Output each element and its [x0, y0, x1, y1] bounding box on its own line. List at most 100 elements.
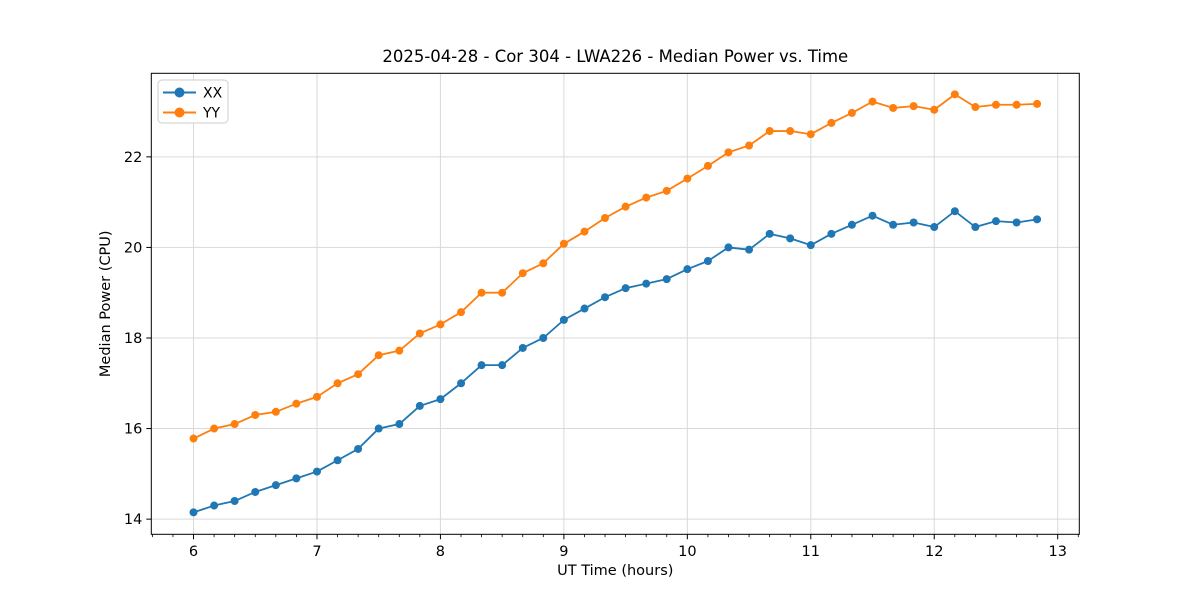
series-XX-marker [354, 444, 363, 453]
x-tick-label: 8 [436, 544, 445, 560]
series-XX-marker [621, 284, 630, 293]
x-tick-label: 10 [678, 544, 696, 560]
series-YY-marker [745, 141, 754, 150]
series-YY-marker [230, 420, 239, 429]
series-XX-marker [333, 456, 342, 465]
series-YY-marker [292, 399, 301, 408]
series-YY-marker [539, 259, 548, 268]
y-tick-label: 20 [124, 240, 142, 256]
axes: 6 7 8 9 10 11 12 13 14 16 18 20 22 [124, 72, 1080, 560]
series-XX-marker [642, 279, 651, 288]
series-YY-marker [395, 346, 404, 355]
series-XX-marker [600, 293, 609, 302]
series-XX-marker [1033, 215, 1042, 224]
x-tick-label: 6 [189, 544, 198, 560]
series-YY-line [193, 93, 1038, 440]
legend-YY-marker [174, 107, 185, 118]
series-XX-marker [703, 257, 712, 266]
y-tick-label: 22 [124, 150, 142, 166]
series-lines [189, 90, 1042, 517]
x-tick-label: 7 [312, 544, 321, 560]
series-YY-marker [1033, 99, 1042, 108]
series-YY-marker [580, 227, 589, 236]
series-XX-marker [889, 220, 898, 229]
series-XX-marker [909, 218, 918, 227]
series-XX-marker [251, 487, 260, 496]
series-XX-marker [745, 245, 754, 254]
series-YY-marker [312, 392, 321, 401]
series-YY-marker [477, 288, 486, 297]
series-XX-marker [765, 229, 774, 238]
x-tick-label: 11 [802, 544, 820, 560]
series-XX-marker [230, 497, 239, 506]
x-tick-label: 12 [925, 544, 943, 560]
series-XX-marker [930, 223, 939, 232]
series-XX-marker [498, 361, 507, 370]
series-YY-marker [786, 127, 795, 136]
gridlines [151, 73, 1080, 535]
series-YY-marker [457, 308, 466, 317]
series-YY-marker [991, 100, 1000, 109]
series-XX-marker [580, 304, 589, 313]
y-tick-label: 16 [124, 422, 142, 438]
series-YY-marker [642, 193, 651, 202]
series-XX-marker [210, 501, 219, 510]
series-YY-marker [621, 202, 630, 211]
x-tick-label: 9 [559, 544, 568, 560]
series-YY-marker [436, 320, 445, 329]
series-XX-marker [457, 379, 466, 388]
series-YY-marker [354, 370, 363, 379]
series-YY-marker [827, 118, 836, 127]
legend-XX-label: XX [203, 86, 223, 102]
legend-YY-label: YY [202, 106, 221, 122]
series-YY-marker [210, 424, 219, 433]
series-XX-marker [292, 474, 301, 483]
series-XX-marker [971, 223, 980, 232]
series-XX-marker [868, 211, 877, 220]
series-XX-marker [559, 315, 568, 324]
y-tick-label: 18 [124, 331, 142, 347]
y-axis-label: Median Power (CPU) [98, 231, 114, 378]
series-YY-marker [415, 329, 424, 338]
series-YY-marker [559, 239, 568, 248]
series-XX-marker [786, 234, 795, 243]
series-YY-marker [806, 130, 815, 139]
series-YY-marker [600, 213, 609, 222]
series-XX-marker [662, 275, 671, 284]
series-YY-marker [930, 105, 939, 114]
series-YY-marker [498, 288, 507, 297]
series-YY-marker [703, 161, 712, 170]
series-YY-marker [765, 127, 774, 136]
series-YY-marker [251, 410, 260, 419]
series-XX-marker [991, 217, 1000, 226]
series-YY-marker [1012, 100, 1021, 109]
series-YY-marker [909, 102, 918, 111]
series-YY-marker [333, 379, 342, 388]
series-YY-marker [971, 103, 980, 112]
series-XX-marker [312, 467, 321, 476]
series-YY-marker [889, 103, 898, 112]
y-tick-label: 14 [124, 512, 142, 528]
series-XX-marker [436, 395, 445, 404]
series-XX-marker [374, 424, 383, 433]
series-YY-marker [847, 108, 856, 117]
x-tick-label: 13 [1048, 544, 1066, 560]
series-YY-marker [662, 186, 671, 195]
series-YY-marker [724, 148, 733, 157]
series-XX-marker [477, 361, 486, 370]
series-XX-marker [1012, 218, 1021, 227]
legend: XX YY [157, 79, 229, 124]
series-XX-line [193, 210, 1038, 514]
series-XX-marker [724, 243, 733, 252]
series-YY-marker [950, 90, 959, 99]
series-XX-marker [415, 401, 424, 410]
series-YY-marker [518, 269, 527, 278]
legend-XX-marker [174, 87, 185, 98]
series-XX-marker [395, 420, 404, 429]
series-XX-marker [950, 207, 959, 216]
series-YY-marker [271, 407, 280, 416]
series-YY-marker [189, 434, 198, 443]
plot-border [150, 72, 1080, 535]
